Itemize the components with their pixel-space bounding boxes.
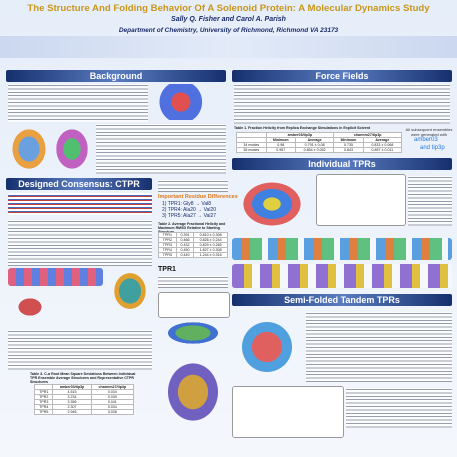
mutation-list: 1) TPR1: Gly8 → Val8 2) TPR4: Ala20 → Val… — [162, 201, 216, 219]
sequence-alignment — [8, 193, 152, 215]
table-cell: 35 modes — [236, 147, 267, 153]
figure — [232, 238, 452, 260]
table-cell: 2.946 — [52, 409, 92, 415]
figure-plot — [316, 174, 406, 226]
authors: Sally Q. Fisher and Carol A. Parish — [171, 16, 286, 23]
figure — [8, 268, 103, 286]
banner-band — [0, 36, 457, 58]
figure — [8, 124, 50, 174]
table-cell: 0.897 ± 0.011 — [362, 147, 403, 153]
label: TPR1 — [158, 266, 176, 273]
table-cell: 0.038 — [90, 409, 135, 415]
table-cell: 0.967 — [265, 147, 296, 153]
affiliation: Department of Chemistry, University of R… — [118, 27, 339, 34]
table: amber03/tip3p charmm27/tip3p TPR1 4.515 0.03… — [33, 384, 135, 415]
side-note-water: and tip3p — [420, 145, 445, 151]
table: TPR1 0.391 0.810 ± 0.308 TPR2 0.466 0.826 ± 0… — [158, 232, 228, 258]
table-row: TPR5 0.449 1.244 ± 0.316 — [158, 252, 228, 258]
figure — [232, 264, 452, 288]
table: amber03/tip3p charmm27/tip3p Minimum Averag… — [236, 132, 403, 153]
table-cell: TPR5 — [33, 409, 54, 415]
table-row: TPR1 0.391 0.810 ± 0.308 — [158, 232, 228, 238]
body-text — [8, 330, 152, 370]
body-text — [96, 124, 226, 174]
body-text — [158, 180, 228, 192]
body-text — [8, 220, 152, 266]
figure-plot — [158, 292, 230, 318]
table-cell: 0.854 ± 0.052 — [294, 147, 335, 153]
figure-plot — [232, 386, 344, 438]
mutation: 2) TPR4: Ala20 → Val20 — [162, 207, 217, 213]
body-text — [346, 388, 452, 428]
figure — [10, 292, 50, 322]
section-header: Force Fields — [232, 70, 452, 82]
body-text — [306, 312, 452, 382]
figure — [108, 266, 152, 316]
figure — [158, 318, 228, 348]
title: The Structure And Folding Behavior Of A … — [27, 3, 430, 14]
figure — [232, 174, 312, 234]
table-cell: 0.449 — [175, 252, 195, 258]
table-cell: 1.244 ± 0.316 — [193, 252, 228, 258]
body-text — [408, 176, 452, 226]
section-header: Designed Consensus: CTPR — [6, 178, 152, 190]
table-row: 35 modes 0.967 0.854 ± 0.052 0.843 0.897 ± 0… — [236, 147, 403, 153]
section-header: Individual TPRs — [232, 158, 452, 170]
subheading: Important Residue Differences — [158, 194, 238, 200]
figure — [158, 352, 228, 432]
mutation: 1) TPR1: Gly8 → Val8 — [162, 201, 211, 207]
table-row: TPR5 2.946 0.038 — [33, 409, 135, 415]
table-cell: 0.843 — [333, 147, 364, 153]
side-note-ff: amber03 — [414, 137, 438, 143]
figure — [232, 312, 302, 382]
table-cell: TPR5 — [158, 252, 177, 258]
body-text — [158, 276, 228, 288]
side-note: All subsequent ensembles were generated … — [405, 127, 453, 137]
table-caption: Table 3. C-α Root Mean Square Deviations… — [30, 372, 136, 384]
section-header: Background — [6, 70, 226, 82]
mutation: 3) TPR5: Ala27 → Val27 — [162, 213, 217, 219]
figure — [52, 124, 92, 174]
body-text — [8, 84, 148, 122]
body-text — [234, 84, 450, 124]
table-caption: Table 1. Fraction Helicity from Replica … — [234, 126, 371, 130]
section-header: Semi-Folded Tandem TPRs — [232, 294, 452, 306]
figure — [152, 84, 224, 120]
